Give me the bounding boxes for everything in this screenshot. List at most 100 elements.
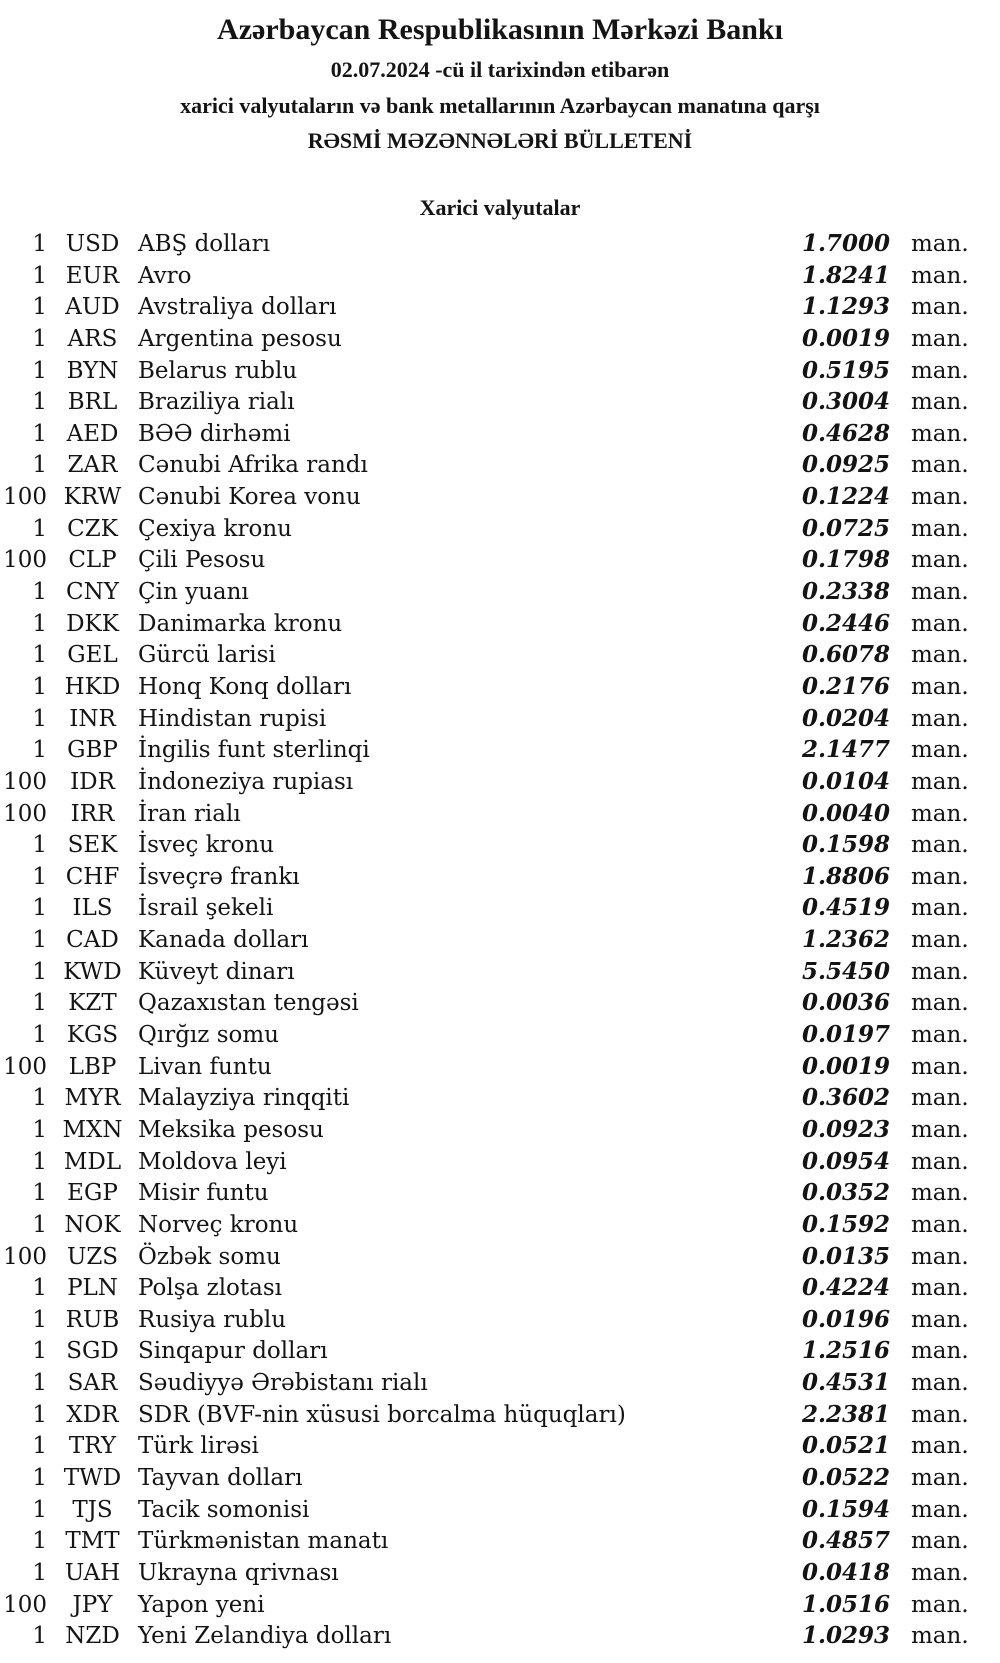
- currency-name: Səudiyyə Ərəbistanı rialı: [138, 1370, 428, 1397]
- currency-unit-label: man.: [911, 1623, 969, 1650]
- currency-code: MYR: [64, 1085, 121, 1112]
- currency-unit-label: man.: [911, 1591, 969, 1618]
- currency-unit-label: man.: [911, 1116, 969, 1143]
- currency-name: Çili Pesosu: [138, 547, 266, 574]
- currency-code: AUD: [65, 294, 120, 321]
- currency-unit-label: man.: [911, 325, 969, 352]
- currency-rate-value: 0.6078: [801, 641, 890, 669]
- currency-name: İsrail şekeli: [138, 895, 274, 922]
- currency-quantity: 1: [32, 452, 47, 479]
- currency-code: SGD: [66, 1338, 119, 1365]
- currency-rate-value: 0.0522: [801, 1463, 890, 1491]
- currency-unit-label: man.: [911, 1401, 969, 1428]
- currency-name: Çexiya kronu: [138, 515, 292, 542]
- currency-quantity: 1: [32, 1116, 47, 1143]
- currency-quantity: 1: [32, 420, 47, 447]
- currency-rate-value: 1.1293: [801, 293, 890, 321]
- currency-rate-value: 0.1224: [801, 483, 890, 511]
- currency-name: Hindistan rupisi: [138, 705, 327, 732]
- currency-rate-value: 0.0954: [801, 1147, 890, 1175]
- currency-row: 1 SEK İsveç kronu 0.1598 man.: [0, 829, 968, 861]
- currency-name: ABŞ dolları: [138, 231, 270, 257]
- currency-quantity: 100: [3, 800, 47, 827]
- currency-code: RUB: [65, 1306, 120, 1333]
- currency-row: 1 INR Hindistan rupisi 0.0204 man.: [0, 703, 969, 735]
- currency-unit-label: man.: [911, 1243, 969, 1270]
- currency-unit-label: man.: [911, 1148, 969, 1175]
- currency-rate-value: 0.2176: [801, 672, 890, 700]
- currency-name: SDR (BVF-nin xüsusi borcalma hüquqları): [138, 1401, 626, 1428]
- currency-rate-value: 0.0104: [801, 767, 890, 795]
- currency-quantity: 1: [32, 1559, 47, 1586]
- currency-name: Braziliya rialı: [138, 389, 295, 416]
- currency-row: 1 NZD Yeni Zelandiya dolları 1.0293 man.: [0, 1620, 969, 1652]
- currency-code: HKD: [64, 673, 121, 700]
- currency-unit-label: man.: [911, 294, 969, 321]
- currency-rate-value: 0.5195: [801, 356, 890, 384]
- currency-code: UZS: [66, 1243, 119, 1270]
- currency-quantity: 100: [3, 484, 47, 511]
- currency-quantity: 1: [32, 262, 47, 289]
- currency-quantity: 1: [32, 1433, 47, 1460]
- currency-quantity: 1: [32, 642, 47, 669]
- currency-unit-label: man.: [911, 705, 969, 732]
- currency-quantity: 1: [32, 958, 47, 985]
- currency-unit-label: man.: [911, 389, 969, 416]
- currency-code: TMT: [65, 1528, 120, 1555]
- bank-title: Azərbaycan Respublikasının Mərkəzi Bankı: [217, 13, 783, 46]
- currency-row: 1 AED BƏƏ dirhəmi 0.4628 man.: [0, 418, 968, 450]
- currency-code: EGP: [67, 1180, 118, 1207]
- currency-quantity: 1: [32, 1148, 47, 1175]
- currency-row: 1 NOK Norveç kronu 0.1592 man.: [0, 1209, 968, 1241]
- bulletin-header: Azərbaycan Respublikasının Mərkəzi Bankı…: [0, 12, 1000, 154]
- currency-quantity: 1: [32, 1528, 47, 1555]
- currency-code: GEL: [67, 642, 118, 669]
- currency-row: 1 GBP İngilis funt sterlinqi 2.1477 man.: [0, 734, 969, 766]
- currency-code: TWD: [63, 1464, 122, 1491]
- currency-code: CAD: [66, 927, 119, 954]
- currency-rate-value: 1.8241: [801, 261, 890, 289]
- currency-row: 1 XDR SDR (BVF-nin xüsusi borcalma hüquq…: [0, 1399, 969, 1431]
- currency-unit-label: man.: [911, 737, 969, 764]
- currency-code: MDL: [63, 1148, 122, 1175]
- currency-code: ZAR: [67, 452, 118, 479]
- currency-name: Misir funtu: [138, 1180, 269, 1207]
- currency-quantity: 1: [32, 990, 47, 1017]
- currency-unit-label: man.: [911, 1338, 969, 1365]
- currency-code: JPY: [72, 1591, 113, 1618]
- currency-quantity: 1: [32, 1496, 47, 1523]
- currency-quantity: 100: [3, 768, 47, 795]
- currency-quantity: 1: [32, 705, 47, 732]
- currency-rate-value: 0.0521: [801, 1432, 890, 1460]
- currency-rate-value: 0.3602: [801, 1084, 890, 1112]
- currency-code: KZT: [68, 990, 117, 1017]
- currency-name: Livan funtu: [138, 1053, 272, 1080]
- currency-quantity: 1: [32, 610, 47, 637]
- currency-row: 1 TWD Tayvan dolları 0.0522 man.: [0, 1462, 968, 1494]
- currency-rate-value: 0.0925: [801, 451, 890, 479]
- currency-quantity: 1: [32, 1211, 47, 1238]
- currency-rate-value: 1.0516: [801, 1590, 890, 1618]
- currency-quantity: 1: [32, 737, 47, 764]
- currency-rate-value: 0.0040: [801, 799, 890, 827]
- currency-row: 1 ARS Argentina pesosu 0.0019 man.: [0, 323, 969, 355]
- currency-row: 1 ILS İsrail şekeli 0.4519 man.: [0, 892, 969, 924]
- currency-quantity: 1: [32, 1401, 47, 1428]
- currency-unit-label: man.: [911, 1370, 969, 1397]
- currency-row: 1 CAD Kanada dolları 1.2362 man.: [0, 924, 968, 956]
- effective-date-line: 02.07.2024 -cü il tarixindən etibarən: [330, 57, 670, 82]
- currency-row: 1 MDL Moldova leyi 0.0954 man.: [0, 1146, 969, 1178]
- currency-name: İngilis funt sterlinqi: [138, 737, 370, 764]
- currency-code: CNY: [66, 579, 119, 606]
- currency-unit-label: man.: [911, 895, 969, 922]
- currency-name: Avro: [138, 262, 192, 289]
- currency-rate-value: 0.4857: [801, 1527, 890, 1555]
- currency-rate-value: 0.0352: [801, 1179, 890, 1207]
- currency-rate-value: 1.7000: [801, 230, 890, 257]
- currency-name: Tacik somonisi: [138, 1496, 310, 1523]
- currency-unit-label: man.: [911, 547, 969, 574]
- currency-rate-value: 2.1477: [801, 736, 890, 764]
- currency-quantity: 1: [32, 325, 47, 352]
- currency-code: CHF: [65, 863, 120, 890]
